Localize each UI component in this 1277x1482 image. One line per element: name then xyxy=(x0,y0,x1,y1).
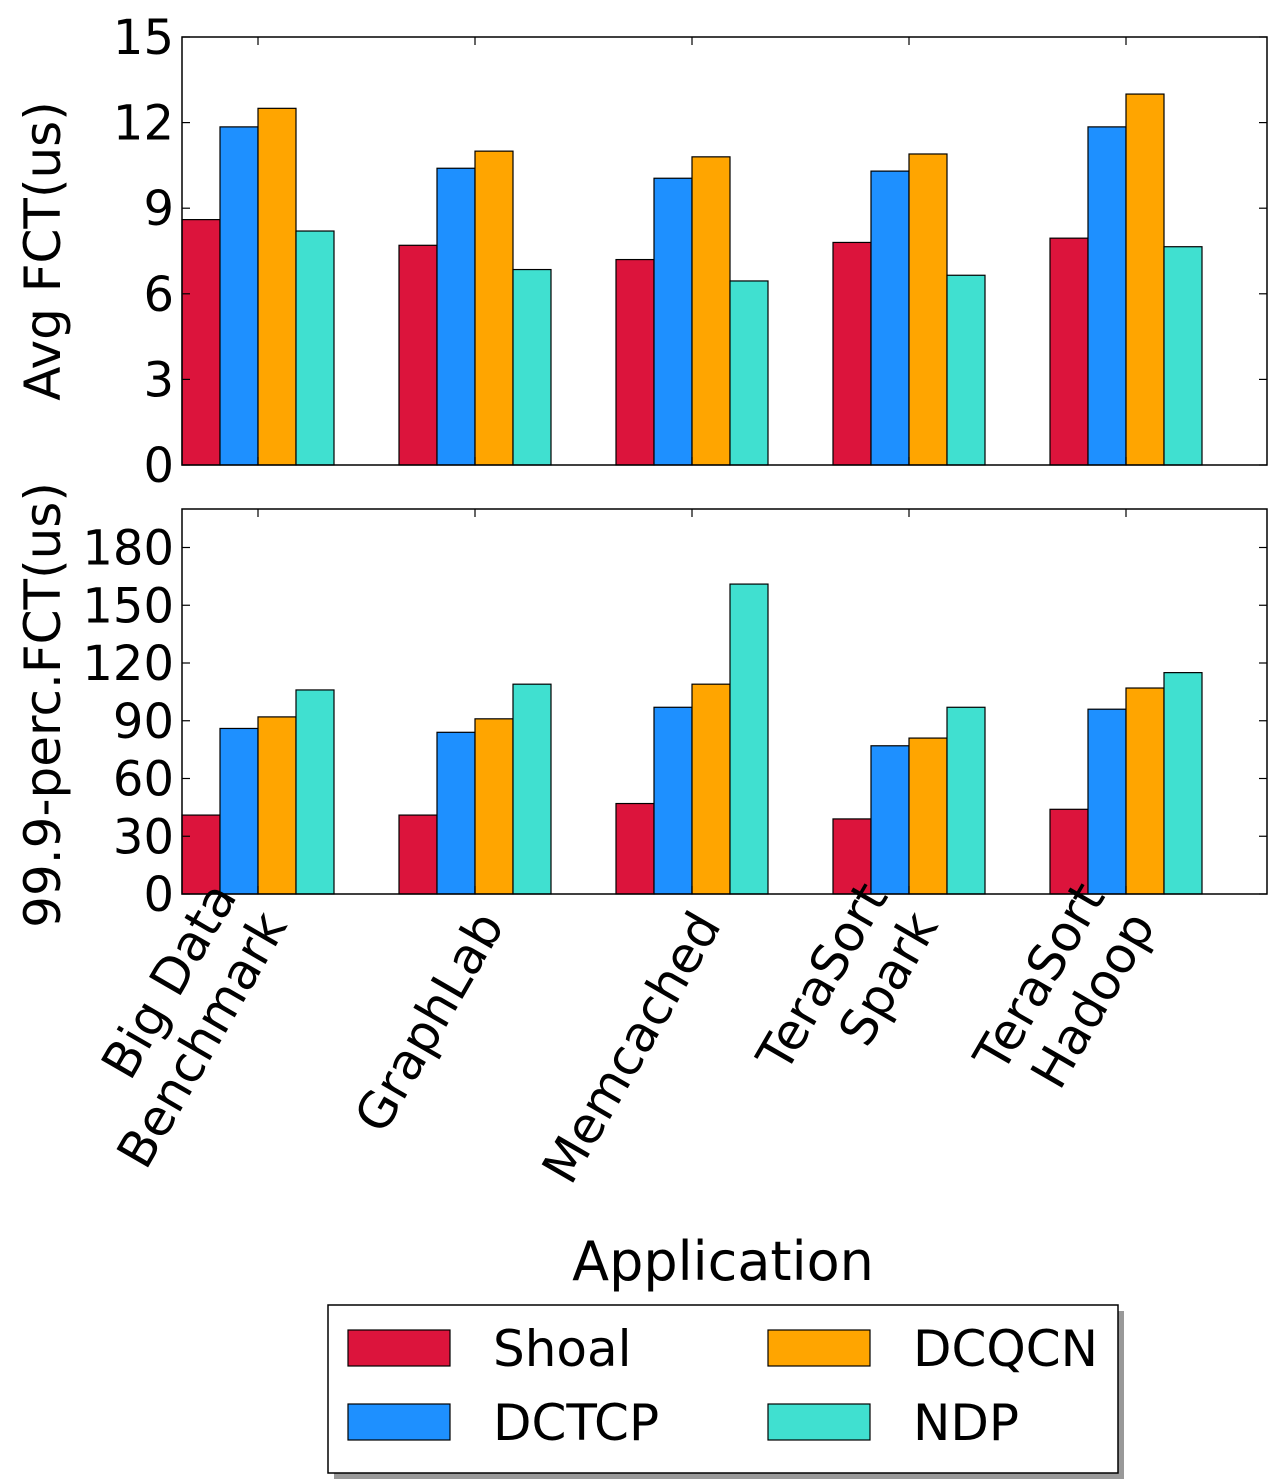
bar-dcqcn-3 xyxy=(908,153,948,466)
bar-ndp-1 xyxy=(512,268,552,466)
bar-shoal-0 xyxy=(181,814,221,895)
y-tick-label: 30 xyxy=(113,809,174,865)
bar-dctcp-4 xyxy=(1087,708,1127,895)
y-tick-label: 180 xyxy=(82,521,174,577)
y-tick-label: 0 xyxy=(143,438,174,494)
legend-swatch-dcqcn xyxy=(767,1329,871,1367)
bar-shoal-4 xyxy=(1049,237,1089,466)
bar-shoal-4 xyxy=(1049,808,1089,895)
bar-dctcp-2 xyxy=(653,177,693,466)
legend-swatch-ndp xyxy=(767,1403,871,1441)
y-tick-label: 120 xyxy=(82,636,174,692)
bar-dcqcn-1 xyxy=(474,150,514,466)
bar-dcqcn-2 xyxy=(691,683,731,895)
bar-dcqcn-0 xyxy=(257,716,297,895)
bar-shoal-1 xyxy=(398,814,438,895)
bar-dctcp-3 xyxy=(870,170,910,466)
x-axis-label: Application xyxy=(572,1230,874,1293)
bar-ndp-4 xyxy=(1163,672,1203,895)
legend-label-shoal: Shoal xyxy=(493,1320,632,1378)
bar-dcqcn-4 xyxy=(1125,687,1165,895)
bar-ndp-2 xyxy=(729,583,769,895)
bar-dctcp-0 xyxy=(219,126,259,466)
bar-dctcp-3 xyxy=(870,745,910,895)
bar-ndp-3 xyxy=(946,706,986,895)
y-axis-label: Avg FCT(us) xyxy=(14,101,72,400)
bar-shoal-0 xyxy=(181,219,221,466)
bar-ndp-3 xyxy=(946,274,986,466)
bar-dctcp-1 xyxy=(436,731,476,895)
bar-dcqcn-1 xyxy=(474,718,514,895)
y-tick-label: 3 xyxy=(143,352,174,408)
category-label-3: TeraSortSpark xyxy=(745,873,949,1111)
bar-shoal-2 xyxy=(615,258,655,466)
category-label-2: Memcached xyxy=(531,902,732,1193)
legend-swatch-dctcp xyxy=(347,1403,451,1441)
bar-dcqcn-4 xyxy=(1125,93,1165,466)
bar-ndp-0 xyxy=(295,689,335,895)
legend-box xyxy=(327,1304,1119,1474)
legend-label-dcqcn: DCQCN xyxy=(913,1320,1098,1378)
plot-frame xyxy=(181,36,1268,466)
y-tick-label: 15 xyxy=(113,10,174,66)
bar-dctcp-0 xyxy=(219,727,259,895)
bar-shoal-3 xyxy=(832,241,872,466)
bar-shoal-1 xyxy=(398,244,438,466)
bar-dctcp-4 xyxy=(1087,126,1127,466)
category-label-4: TeraSortHadoop xyxy=(962,873,1166,1111)
y-tick-label: 150 xyxy=(82,578,174,634)
legend-swatch-shoal xyxy=(347,1329,451,1367)
legend: Shoal DCQCN DCTCP NDP xyxy=(327,1304,1124,1479)
bar-dcqcn-3 xyxy=(908,737,948,895)
plot-frame xyxy=(181,508,1268,895)
bar-ndp-1 xyxy=(512,683,552,895)
category-labels: Big DataBenchmark GraphLab Memcached TeraSo… xyxy=(56,873,1166,1193)
category-label-1: GraphLab xyxy=(343,902,515,1142)
bar-shoal-3 xyxy=(832,818,872,895)
bar-ndp-4 xyxy=(1163,246,1203,466)
bar-dcqcn-0 xyxy=(257,107,297,466)
category-label-0: Big DataBenchmark xyxy=(56,873,299,1178)
bar-dctcp-1 xyxy=(436,167,476,466)
y-tick-label: 12 xyxy=(113,96,174,152)
y-tick-label: 90 xyxy=(113,694,174,750)
y-tick-label: 60 xyxy=(113,752,174,808)
legend-label-ndp: NDP xyxy=(913,1394,1019,1452)
bar-dctcp-2 xyxy=(653,706,693,895)
y-tick-label: 6 xyxy=(143,267,174,323)
legend-label-dctcp: DCTCP xyxy=(493,1394,659,1452)
bar-dcqcn-2 xyxy=(691,156,731,466)
bar-shoal-2 xyxy=(615,802,655,895)
bar-ndp-2 xyxy=(729,280,769,466)
bar-ndp-0 xyxy=(295,230,335,466)
y-axis-label: 99.9-perc.FCT(us) xyxy=(14,482,72,928)
y-tick-label: 0 xyxy=(143,867,174,923)
y-tick-label: 9 xyxy=(143,181,174,237)
avg-fct-chart: 0 3 6 9 12 15 Avg FCT(us) xyxy=(14,10,1268,494)
